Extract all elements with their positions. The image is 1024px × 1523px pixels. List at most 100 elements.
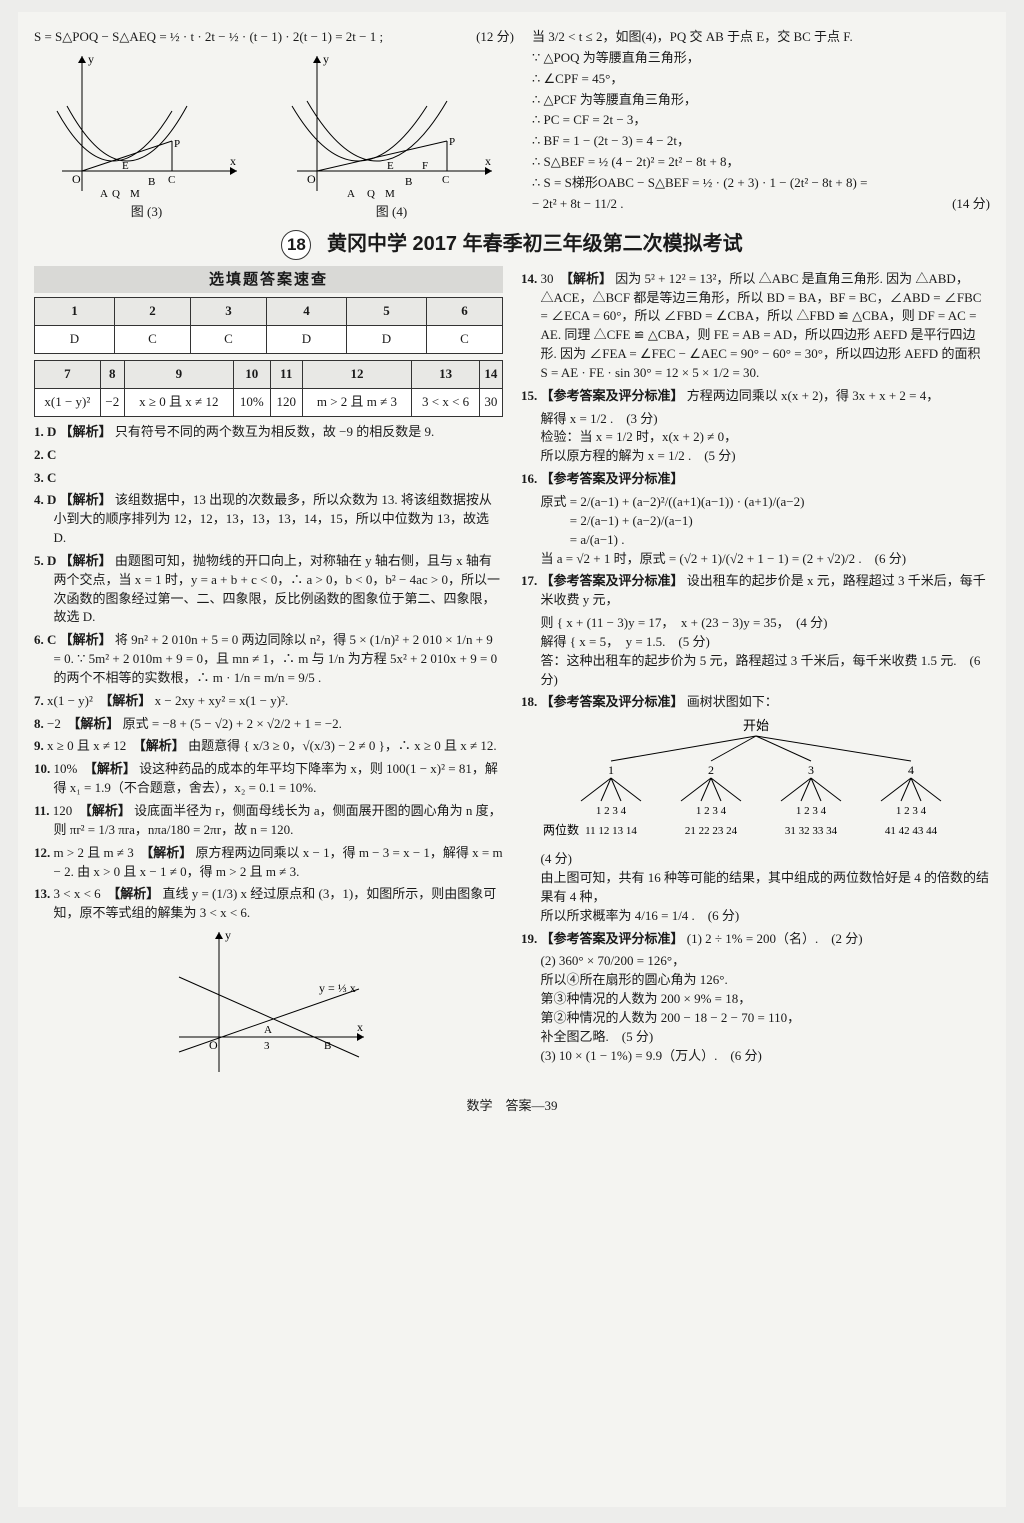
svg-text:3: 3 [808, 763, 814, 777]
item-text: 由题意得 { x/3 ≥ 0，√(x/3) − 2 ≠ 0 }，∴ x ≥ 0 … [188, 738, 497, 753]
td: 120 [270, 388, 302, 416]
svg-text:M: M [385, 188, 395, 200]
item-number: 19. [521, 931, 537, 946]
tr-7: ∴ S = S梯形OABC − S△BEF = ½ · (2 + 3) · 1 … [532, 174, 990, 193]
item-text: x − 2xy + xy² = x(1 − y)². [155, 693, 289, 708]
figure-4: O x y P C F A B E Q M [287, 51, 497, 222]
th: 14 [479, 361, 502, 389]
item-number: 8. [34, 716, 44, 731]
tr-0: 当 3/2 < t ≤ 2，如图(4)，PQ 交 AB 于点 E，交 BC 于点… [532, 28, 990, 47]
th: 1 [35, 298, 115, 326]
item-text: 只有符号不同的两个数互为相反数，故 −9 的相反数是 9. [115, 424, 434, 439]
page-footer: 数学 答案—39 [34, 1097, 990, 1116]
item-text: 将 9n² + 2 010n + 5 = 0 两边同除以 n²，得 5 × (1… [54, 632, 498, 685]
score-14: (14 分) [952, 195, 990, 214]
th: 8 [100, 361, 124, 389]
item-answer: 10% [54, 761, 78, 776]
item-number: 10. [34, 761, 50, 776]
banner-num: 18 [281, 230, 311, 260]
svg-text:Q: Q [112, 188, 120, 200]
item-extra-line: (3) 10 × (1 − 1%) = 9.9（万人）. (6 分) [541, 1047, 991, 1066]
list-item: 3. C [34, 469, 503, 488]
item-extra-line: 第②种情况的人数为 200 − 18 − 2 − 70 = 110， [541, 1009, 991, 1028]
svg-text:x: x [357, 1020, 363, 1034]
tr-6: ∴ S△BEF = ½ (4 − 2t)² = 2t² − 8t + 8， [532, 153, 990, 172]
item-tag: 【参考答案及评分标准】 [541, 694, 684, 709]
svg-text:y: y [225, 928, 231, 942]
svg-text:3: 3 [264, 1040, 270, 1052]
item-text: 原式 = −8 + (5 − √2) + 2 × √2/2 + 1 = −2. [123, 716, 342, 731]
item-number: 6. C [34, 632, 56, 647]
table-row: 1 2 3 4 5 6 [35, 298, 503, 326]
svg-text:A: A [347, 188, 355, 200]
item-tag: 【解析】 [60, 424, 112, 439]
svg-text:2: 2 [708, 763, 714, 777]
tr-1: ∵ △POQ 为等腰直角三角形， [532, 49, 990, 68]
graph13-label: y = ⅓ x [319, 981, 356, 995]
tr-3: ∴ △PCF 为等腰直角三角形， [532, 91, 990, 110]
td: x ≥ 0 且 x ≠ 12 [124, 388, 233, 416]
item-extra-line: 解得 x = 1/2 . (3 分) [541, 410, 991, 429]
list-item: 4. D 【解析】 该组数据中，13 出现的次数最多，所以众数为 13. 将该组… [34, 491, 503, 548]
item-number: 4. D [34, 492, 56, 507]
svg-text:Q: Q [367, 188, 375, 200]
svg-text:O: O [72, 172, 81, 186]
list-item: 9. x ≥ 0 且 x ≠ 12 【解析】 由题意得 { x/3 ≥ 0，√(… [34, 737, 503, 756]
item-extra-line: = 2/(a−1) + (a−2)/(a−1) [541, 512, 991, 531]
item-text: 方程两边同乘以 x(x + 2)，得 3x + x + 2 = 4， [687, 388, 940, 403]
svg-text:M: M [130, 188, 140, 200]
item-tag: 【解析】 [139, 738, 185, 753]
svg-text:1 2 3 4: 1 2 3 4 [595, 805, 626, 817]
item-tag: 【解析】 [60, 553, 112, 568]
th: 11 [270, 361, 302, 389]
banner-title: 黄冈中学 2017 年春季初三年级第二次模拟考试 [327, 233, 743, 255]
item-number: 3. C [34, 470, 56, 485]
item-extra-line: (4 分) [541, 850, 991, 869]
svg-text:21 22 23 24: 21 22 23 24 [684, 825, 737, 837]
svg-text:x: x [230, 154, 236, 168]
item-number: 1. D [34, 424, 56, 439]
item-extra-line: 解得 { x = 5， y = 1.5. (5 分) [541, 633, 991, 652]
list-item: 12. m > 2 且 m ≠ 3 【解析】 原方程两边同乘以 x − 1，得 … [34, 844, 503, 882]
right-column: 14. 30 【解析】 因为 5² + 12² = 13²，所以 △ABC 是直… [521, 266, 990, 1087]
svg-text:y: y [88, 52, 94, 66]
item-extra-line: (2) 360° × 70/200 = 126°， [541, 952, 991, 971]
tree-diagram: 开始12341 2 3 411 12 13 141 2 3 421 22 23 … [521, 716, 990, 846]
td: D [346, 326, 426, 354]
svg-text:x: x [485, 154, 491, 168]
svg-text:F: F [422, 160, 428, 172]
list-item: 16. 【参考答案及评分标准】 [521, 470, 990, 489]
svg-text:E: E [387, 160, 394, 172]
svg-text:O: O [307, 172, 316, 186]
th: 9 [124, 361, 233, 389]
item-text: 该组数据中，13 出现的次数最多，所以众数为 13. 将该组数据按从小到大的顺序… [54, 492, 492, 545]
th: 12 [302, 361, 412, 389]
item-number: 18. [521, 694, 537, 709]
list-item: 18. 【参考答案及评分标准】 画树状图如下： [521, 693, 990, 712]
item-number: 17. [521, 573, 537, 588]
td: x(1 − y)² [35, 388, 101, 416]
item-text: 画树状图如下： [687, 694, 778, 709]
svg-text:41 42 43 44: 41 42 43 44 [884, 825, 937, 837]
td: −2 [100, 388, 124, 416]
item-text: 因为 5² + 12² = 13²，所以 △ABC 是直角三角形. 因为 △AB… [541, 271, 982, 380]
th: 10 [233, 361, 270, 389]
table-row: 7 8 9 10 11 12 13 14 [35, 361, 503, 389]
item-number: 14. [521, 271, 537, 286]
item-tag: 【参考答案及评分标准】 [541, 931, 684, 946]
list-item: 14. 30 【解析】 因为 5² + 12² = 13²，所以 △ABC 是直… [521, 270, 990, 383]
top-right: 当 3/2 < t ≤ 2，如图(4)，PQ 交 AB 于点 E，交 BC 于点… [532, 26, 990, 222]
item-tag: 【解析】 [85, 803, 131, 818]
item-tag: 【解析】 [106, 693, 152, 708]
item-tag: 【解析】 [60, 632, 112, 647]
fig3-caption: 图 (3) [52, 203, 242, 222]
item-tag: 【解析】 [114, 886, 160, 901]
quickcheck-header: 选填题答案速查 [34, 266, 503, 294]
tr-5: ∴ BF = 1 − (2t − 3) = 4 − 2t， [532, 132, 990, 151]
list-item: 1. D 【解析】 只有符号不同的两个数互为相反数，故 −9 的相反数是 9. [34, 423, 503, 442]
list-item: 10. 10% 【解析】 设这种药品的成本的年平均下降率为 x，则 100(1 … [34, 760, 503, 798]
score-12: (12 分) [476, 28, 514, 47]
svg-text:开始: 开始 [742, 718, 768, 733]
item-answer: −2 [47, 716, 61, 731]
tr-8-text: − 2t² + 8t − 11/2 . [532, 196, 624, 211]
